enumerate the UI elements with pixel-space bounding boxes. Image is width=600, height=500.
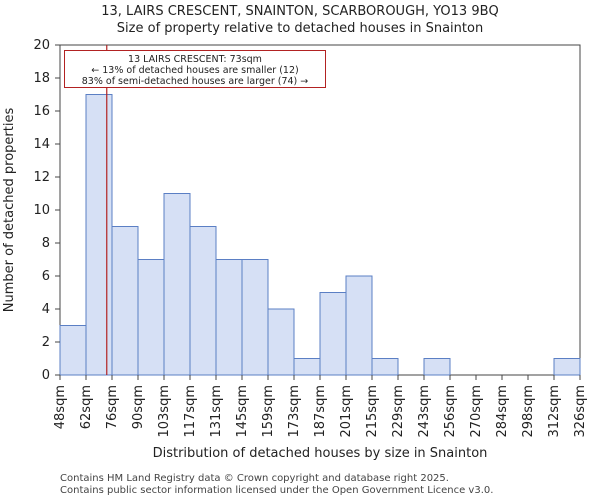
chart-subtitle: Size of property relative to detached ho… bbox=[116, 21, 484, 36]
x-tick-label-62sqm: 62sqm bbox=[79, 385, 94, 429]
x-tick-label-103sqm: 103sqm bbox=[157, 385, 172, 438]
x-tick-label-76sqm: 76sqm bbox=[105, 385, 120, 429]
bar-215sqm bbox=[371, 358, 399, 376]
y-tick-label-10: 10 bbox=[33, 203, 50, 218]
y-tick-label-12: 12 bbox=[33, 170, 50, 185]
y-axis-label: Number of detached properties bbox=[2, 108, 17, 313]
x-tick-label-117sqm: 117sqm bbox=[183, 385, 198, 438]
x-tick-label-256sqm: 256sqm bbox=[443, 385, 458, 438]
y-tick-label-6: 6 bbox=[42, 269, 50, 284]
bar-312sqm bbox=[553, 358, 581, 376]
bar-187sqm bbox=[319, 292, 347, 376]
x-tick-label-270sqm: 270sqm bbox=[469, 385, 484, 438]
x-tick-label-243sqm: 243sqm bbox=[417, 385, 432, 438]
y-tick-label-18: 18 bbox=[33, 71, 50, 86]
bar-76sqm bbox=[111, 226, 139, 376]
x-tick-label-215sqm: 215sqm bbox=[365, 385, 380, 438]
x-tick-label-48sqm: 48sqm bbox=[53, 385, 68, 429]
x-tick-label-298sqm: 298sqm bbox=[521, 385, 536, 438]
footer-line-2: Contains public sector information licen… bbox=[60, 485, 494, 496]
footer-line-1: Contains HM Land Registry data © Crown c… bbox=[60, 473, 449, 484]
y-tick-label-2: 2 bbox=[42, 335, 50, 350]
x-tick-label-229sqm: 229sqm bbox=[391, 385, 406, 438]
bar-103sqm bbox=[163, 193, 191, 376]
bar-90sqm bbox=[137, 259, 165, 376]
annotation-line-1: 13 LAIRS CRESCENT: 73sqm bbox=[128, 54, 262, 65]
x-tick-label-201sqm: 201sqm bbox=[339, 385, 354, 438]
x-tick-label-312sqm: 312sqm bbox=[547, 385, 562, 438]
y-tick-label-0: 0 bbox=[42, 368, 50, 383]
bar-243sqm bbox=[423, 358, 451, 376]
chart-title: 13, LAIRS CRESCENT, SNAINTON, SCARBOROUG… bbox=[101, 4, 499, 19]
x-tick-label-90sqm: 90sqm bbox=[131, 385, 146, 429]
x-tick-label-187sqm: 187sqm bbox=[313, 385, 328, 438]
x-tick-label-131sqm: 131sqm bbox=[209, 385, 224, 438]
bar-chart: 0 2 4 6 8 10 12 14 16 18 20 48sqm 62sqm 76sqm 90sqm 103… bbox=[2, 38, 588, 461]
y-tick-label-8: 8 bbox=[42, 236, 50, 251]
y-tick-label-20: 20 bbox=[33, 38, 50, 53]
annotation-box: 13 LAIRS CRESCENT: 73sqm ← 13% of detach… bbox=[64, 50, 326, 88]
bar-145sqm bbox=[241, 259, 269, 376]
bar-159sqm bbox=[267, 308, 295, 376]
x-tick-label-284sqm: 284sqm bbox=[495, 385, 510, 438]
x-tick-label-326sqm: 326sqm bbox=[573, 385, 588, 438]
x-tick-label-159sqm: 159sqm bbox=[261, 385, 276, 438]
bar-62sqm bbox=[85, 94, 113, 376]
y-tick-label-14: 14 bbox=[33, 137, 50, 152]
annotation-line-3: 83% of semi-detached houses are larger (… bbox=[81, 76, 309, 87]
bar-48sqm bbox=[59, 325, 87, 376]
x-tick-label-145sqm: 145sqm bbox=[235, 385, 250, 438]
y-tick-label-16: 16 bbox=[33, 104, 50, 119]
bar-131sqm bbox=[215, 259, 243, 376]
bar-173sqm bbox=[293, 358, 321, 376]
bar-201sqm bbox=[345, 275, 373, 376]
x-tick-label-173sqm: 173sqm bbox=[287, 385, 302, 438]
bar-117sqm bbox=[189, 226, 217, 376]
annotation-line-2: ← 13% of detached houses are smaller (12… bbox=[91, 65, 299, 76]
x-axis-label: Distribution of detached houses by size … bbox=[153, 446, 488, 461]
y-tick-label-4: 4 bbox=[42, 302, 50, 317]
